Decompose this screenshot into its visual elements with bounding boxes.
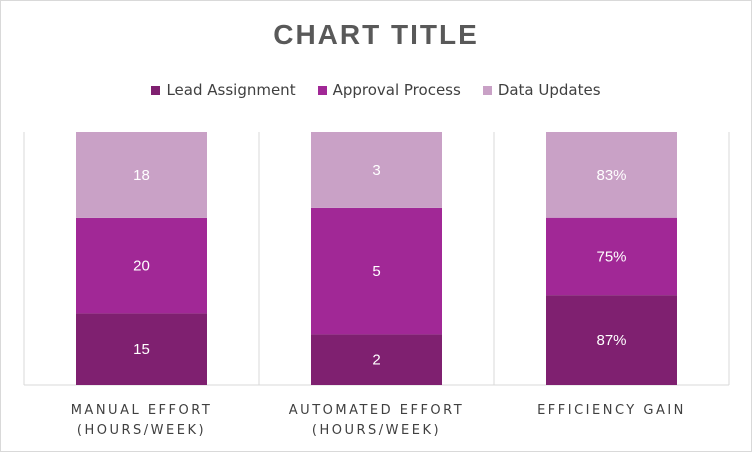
category-label: (HOURS/WEEK) — [312, 423, 441, 438]
category-label: (HOURS/WEEK) — [77, 423, 206, 438]
chart-title: CHART TITLE — [273, 19, 479, 50]
data-label: 5 — [372, 263, 380, 280]
bar-segment — [546, 295, 677, 385]
legend-label: Approval Process — [332, 81, 461, 99]
data-label: 87% — [596, 332, 626, 349]
category-label: AUTOMATED EFFORT — [289, 403, 464, 418]
data-label: 18 — [133, 167, 150, 184]
legend-item-data-updates: Data Updates — [482, 81, 601, 99]
data-label: 3 — [372, 162, 380, 179]
data-label: 83% — [596, 167, 626, 184]
bar-segment — [546, 132, 677, 218]
bar-segment — [311, 132, 442, 208]
data-label: 20 — [133, 258, 150, 275]
data-label: 2 — [372, 352, 380, 369]
legend-swatch — [151, 85, 161, 95]
bar-segment — [76, 313, 207, 385]
bar-segment — [76, 132, 207, 218]
data-label: 75% — [596, 248, 626, 265]
category-label: MANUAL EFFORT — [71, 403, 213, 418]
category-label: EFFICIENCY GAIN — [537, 403, 686, 418]
legend-swatch — [482, 85, 492, 95]
chart-legend: Lead Assignment Approval Process Data Up… — [1, 81, 751, 99]
data-label: 15 — [133, 341, 150, 358]
legend-item-lead-assignment: Lead Assignment — [151, 81, 296, 99]
legend-swatch — [317, 85, 327, 95]
legend-label: Lead Assignment — [166, 81, 296, 99]
legend-label: Data Updates — [497, 81, 601, 99]
bar-segment — [546, 217, 677, 296]
bar-segment — [311, 207, 442, 335]
bar-segment — [76, 217, 207, 314]
legend-item-approval-process: Approval Process — [317, 81, 461, 99]
bar-segment — [311, 334, 442, 385]
